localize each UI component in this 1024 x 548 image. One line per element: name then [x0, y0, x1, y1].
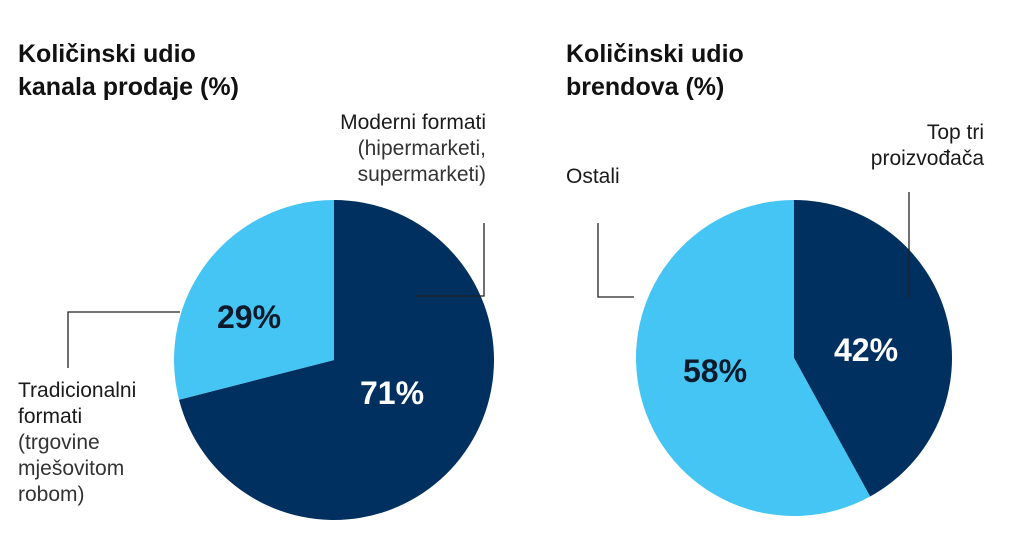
chart1-slice2-label-main-1: Tradicionalni — [18, 379, 137, 402]
chart2-legend-top-tri: Top tri proizvođača — [871, 120, 984, 172]
chart2-slice-2 — [636, 200, 871, 516]
chart1-slice1-label-main: Moderni formati — [340, 111, 486, 134]
chart1-slice2-label-sub-1: (trgovine — [18, 431, 100, 454]
chart1-slice2-label-main-2: formati — [18, 405, 83, 428]
chart2-value-label-1: 42% — [834, 332, 898, 368]
chart1-slice2-label-sub-3: robom) — [18, 483, 85, 506]
chart1-pie: 71% 29% — [174, 200, 495, 520]
chart1-slice1-label-sub-1: (hipermarketi, — [357, 137, 486, 160]
chart1-tradicionalni-leader — [67, 311, 180, 368]
chart2-title-line-2: brendova (%) — [566, 73, 725, 101]
chart1-value-label-1: 71% — [360, 375, 424, 411]
chart2-value-label-2: 58% — [683, 353, 747, 389]
chart2-title-line-1: Količinski udio — [566, 40, 744, 68]
chart1-title: Količinski udio kanala prodaje (%) — [18, 38, 239, 104]
chart1-title-line-1: Količinski udio — [18, 40, 196, 68]
chart2-legend-ostali: Ostali — [566, 164, 620, 190]
chart1-legend-moderni: Moderni formati (hipermarketi, supermark… — [340, 110, 486, 188]
chart2-slice2-label-main: Ostali — [566, 165, 620, 188]
chart1-title-line-2: kanala prodaje (%) — [18, 73, 239, 101]
chart1-value-label-2: 29% — [217, 299, 281, 335]
leader-lines — [67, 192, 910, 368]
chart2-slice1-label-main-2: proizvođača — [870, 147, 984, 170]
chart1-slice-1 — [179, 200, 495, 520]
chart2-ostali-leader — [597, 223, 634, 298]
chart2-pie: 42% 58% — [636, 200, 953, 516]
chart1-legend-tradicionalni: Tradicionalni formati (trgovine mješovit… — [18, 378, 136, 508]
chart1-slice-2 — [174, 200, 334, 400]
chart2-slice1-label-main-1: Top tri — [926, 121, 984, 144]
chart1-moderni-leader — [416, 223, 485, 297]
chart1-slice2-label-sub-2: mješovitom — [18, 457, 125, 480]
chart1-slice1-label-sub-2: supermarketi) — [357, 163, 486, 186]
chart2-title: Količinski udio brendova (%) — [566, 38, 744, 104]
chart2-slice-1 — [794, 200, 953, 497]
